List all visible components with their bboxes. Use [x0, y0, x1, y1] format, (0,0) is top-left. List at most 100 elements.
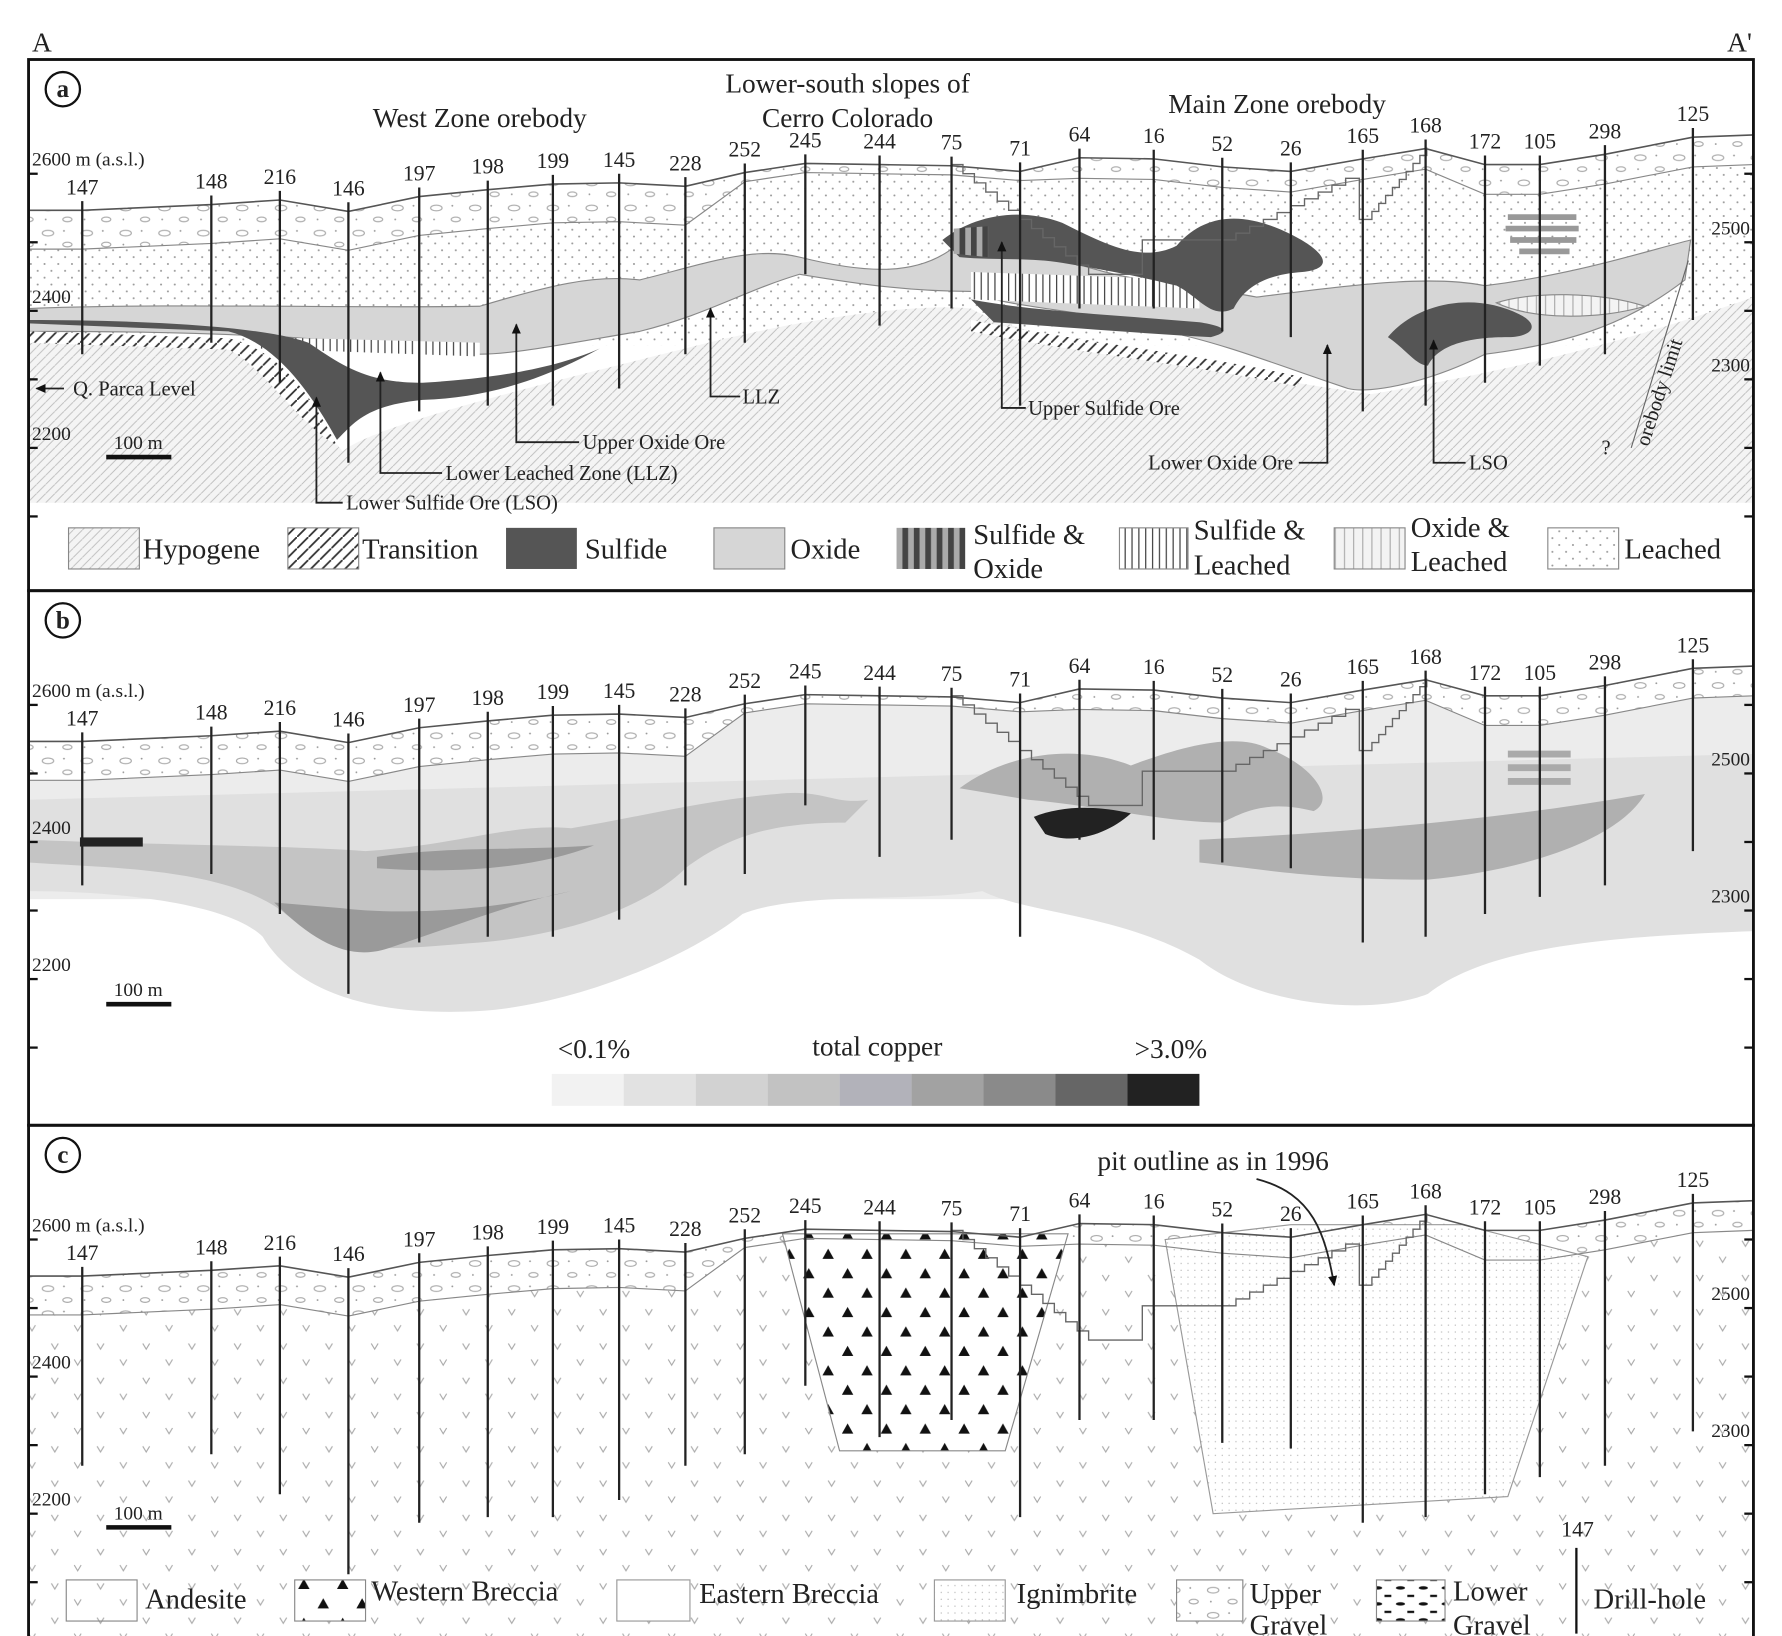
- upper-gravel: [28, 1200, 1754, 1317]
- drill-hole-label: 105: [1524, 130, 1557, 154]
- oxide-lens: [1505, 214, 1579, 255]
- panel-badge: [44, 602, 82, 639]
- legend-label: Eastern Breccia: [699, 1579, 879, 1610]
- drill-hole-label: 172: [1469, 1195, 1502, 1219]
- drill-hole-label: 145: [603, 679, 636, 703]
- drill-hole-label: 216: [264, 165, 297, 189]
- scale-bar-label: 100 m: [114, 980, 163, 1001]
- sulfide: [942, 214, 1532, 366]
- scale-bar-label: 100 m: [114, 433, 163, 454]
- drill-hole-label: 52: [1211, 663, 1233, 687]
- elevation-label: 2400: [32, 287, 71, 308]
- drill-hole-label: 16: [1143, 124, 1165, 148]
- legend-swatch: [1176, 1579, 1244, 1622]
- legend-label: Andesite: [145, 1584, 246, 1615]
- panel-a: [28, 128, 1754, 503]
- color-step: [983, 1073, 1056, 1106]
- section-start: A: [32, 28, 52, 58]
- legend-label: Gravel: [1453, 1611, 1531, 1636]
- drill-hole-label: 198: [471, 686, 504, 710]
- drill-hole-label: 245: [789, 128, 822, 152]
- legend-label: Oxide: [973, 554, 1043, 585]
- annotation: Q. Parca Level: [73, 378, 196, 400]
- drill-hole-label: 16: [1143, 655, 1165, 679]
- scale-title: total copper: [812, 1032, 942, 1062]
- drill-hole-label: 244: [863, 661, 896, 685]
- color-step: [911, 1073, 984, 1106]
- annotation: Lower Sulfide Ore (LSO): [346, 493, 558, 515]
- panel-letter: a: [57, 76, 70, 103]
- scale-bar-label: 100 m: [114, 1503, 163, 1524]
- elevation-label: 2400: [32, 818, 71, 839]
- drill-hole-label: 64: [1069, 123, 1091, 147]
- legend-swatch: [506, 527, 577, 569]
- high-grade-core: [1033, 807, 1131, 839]
- drill-hole-label: 198: [471, 155, 504, 179]
- elevation-label: 2300: [1711, 355, 1750, 376]
- drill-hole-label: 168: [1409, 114, 1442, 138]
- drill-hole-label: 172: [1469, 130, 1502, 154]
- drill-hole-label: 165: [1347, 1190, 1380, 1214]
- legend-label: Sulfide &: [973, 520, 1085, 551]
- drill-hole-label: 146: [332, 708, 365, 732]
- drill-hole-label: 245: [789, 660, 822, 684]
- gravel-base: [28, 1229, 1754, 1317]
- drill-hole-label: 64: [1069, 1189, 1091, 1213]
- drill-hole-label: 147: [66, 1241, 99, 1265]
- zone-title: Main Zone orebody: [1168, 89, 1386, 119]
- drill-hole-label: 244: [863, 130, 896, 154]
- drill-hole-label: 197: [403, 693, 436, 717]
- legend-label: Sulfide: [585, 535, 667, 566]
- legend-swatch: [294, 1579, 367, 1622]
- grade-envelope: [28, 754, 1754, 1012]
- drill-hole-label: 168: [1409, 645, 1442, 669]
- panel-b: [28, 659, 1754, 1012]
- drill-hole-label: 125: [1677, 102, 1710, 126]
- drill-hole-label: 52: [1211, 1198, 1233, 1222]
- drill-hole-label: 147: [66, 706, 99, 730]
- drill-hole-label: 52: [1211, 132, 1233, 156]
- annotation: LLZ: [743, 386, 781, 408]
- drill-hole-label: 298: [1589, 119, 1622, 143]
- legend-label: Oxide: [790, 535, 860, 566]
- drill-hole-label: 105: [1524, 661, 1557, 685]
- drill-hole-label: 228: [669, 682, 702, 706]
- gravel-base: [28, 164, 1754, 251]
- drill-hole-label: 245: [789, 1194, 822, 1218]
- zone-title: West Zone orebody: [373, 103, 587, 133]
- hypogene: [28, 297, 1754, 503]
- drill-hole-label: 165: [1347, 655, 1380, 679]
- legend-label: Sulfide &: [1194, 515, 1306, 546]
- sulfide-oxide: [953, 226, 989, 258]
- drill-hole-label: 105: [1524, 1195, 1557, 1219]
- legend-swatch: [1333, 527, 1406, 570]
- drill-hole-label: 168: [1409, 1179, 1442, 1203]
- sulfide-leached: [257, 271, 1200, 357]
- elevation-label: 2500: [1711, 749, 1750, 770]
- grade-zone: [959, 741, 1645, 880]
- legend-label: Oxide &: [1411, 513, 1510, 544]
- legend-label: Western Breccia: [371, 1576, 558, 1607]
- drill-hole-label: 147: [66, 175, 99, 199]
- color-step: [623, 1073, 696, 1106]
- color-step: [551, 1073, 624, 1106]
- drill-hole-label: 125: [1677, 1168, 1710, 1192]
- legend-swatch: [616, 1579, 691, 1622]
- drill-hole-label: 252: [729, 669, 762, 693]
- legend-hole-label: 147: [1561, 1518, 1594, 1542]
- drill-hole-label: 71: [1009, 668, 1031, 692]
- annotation: Lower Leached Zone (LLZ): [446, 463, 678, 485]
- drill-hole-label: 298: [1589, 1185, 1622, 1209]
- legend-label: Leached: [1411, 547, 1508, 578]
- topography: [28, 665, 1754, 744]
- transition: [28, 319, 1303, 446]
- elevation-label: 2200: [32, 424, 71, 445]
- drill-hole-label: 71: [1009, 1202, 1031, 1226]
- legend-label: Ignimbrite: [1017, 1579, 1138, 1610]
- drill-hole-label: 64: [1069, 654, 1091, 678]
- legend-swatch: [933, 1579, 1006, 1622]
- drill-hole-label: 26: [1280, 136, 1302, 160]
- drill-hole-label: 198: [471, 1221, 504, 1245]
- drill-hole-label: 75: [941, 1197, 963, 1221]
